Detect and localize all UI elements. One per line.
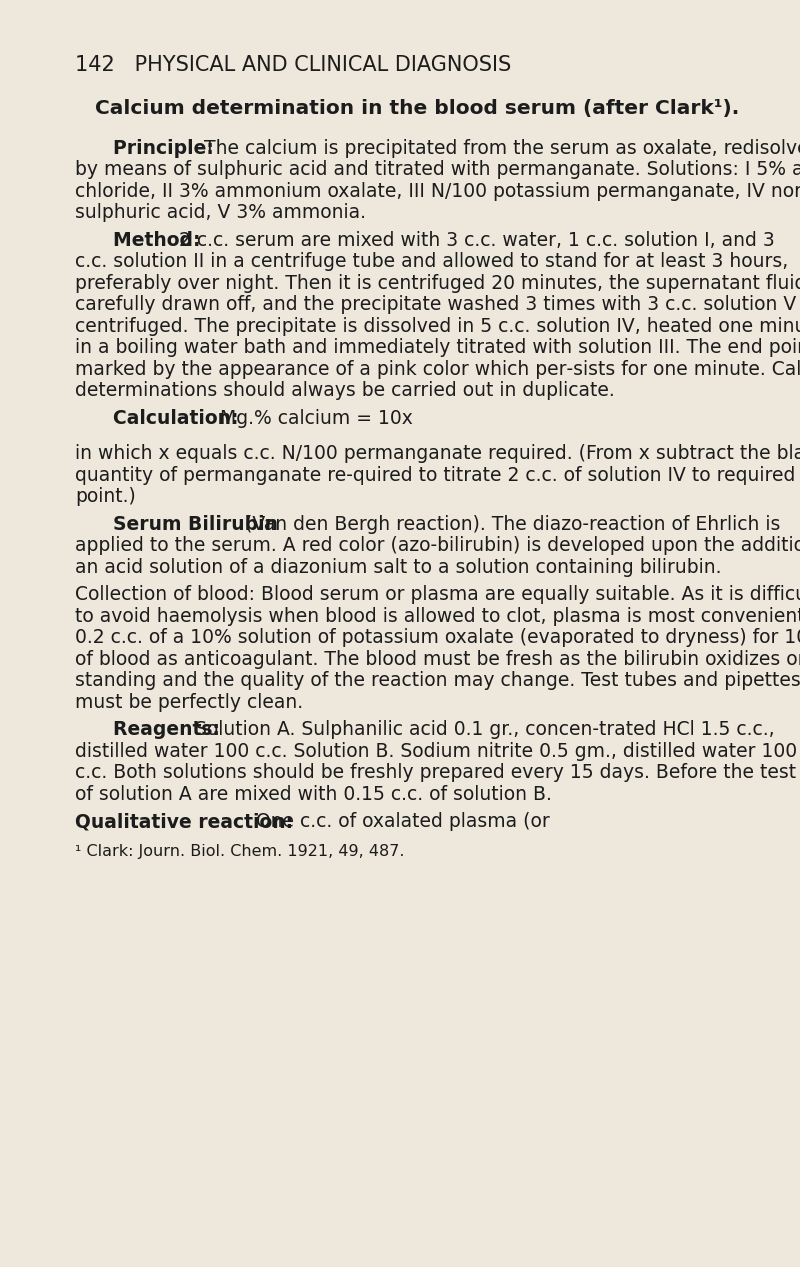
Text: Principle:: Principle: bbox=[113, 139, 220, 158]
Text: Calculation:: Calculation: bbox=[113, 409, 245, 428]
Text: applied to the serum. A red color (azo­bilirubin) is developed upon the addition: applied to the serum. A red color (azo­b… bbox=[75, 536, 800, 555]
Text: to avoid haemolysis when blood is allowed to clot, plasma is most convenient, us: to avoid haemolysis when blood is allowe… bbox=[75, 607, 800, 626]
Text: Collection of blood: Blood serum or plasma are equally suitable. As it is diffic: Collection of blood: Blood serum or plas… bbox=[75, 585, 800, 604]
Text: point.): point.) bbox=[75, 488, 136, 507]
Text: in a boiling water bath and immediately titrated with solution III. The end poin: in a boiling water bath and immediately … bbox=[75, 338, 800, 357]
Text: One c.c. of oxalated plasma (or: One c.c. of oxalated plasma (or bbox=[256, 812, 550, 831]
Text: distilled water 100 c.c. Solution B. Sodium nitrite 0.5 gm., distilled water 100: distilled water 100 c.c. Solution B. Sod… bbox=[75, 741, 797, 760]
Text: marked by the appearance of a pink color which per­sists for one minute. Calcium: marked by the appearance of a pink color… bbox=[75, 360, 800, 379]
Text: carefully drawn off, and the precipitate washed 3 times with 3 c.c. solution V a: carefully drawn off, and the precipitate… bbox=[75, 295, 800, 314]
Text: chloride, II 3% ammonium oxalate, III N/100 potassium permanganate, IV normal: chloride, II 3% ammonium oxalate, III N/… bbox=[75, 181, 800, 200]
Text: 142   PHYSICAL AND CLINICAL DIAGNOSIS: 142 PHYSICAL AND CLINICAL DIAGNOSIS bbox=[75, 54, 511, 75]
Text: must be perfectly clean.: must be perfectly clean. bbox=[75, 693, 303, 712]
Text: Mg.% calcium = 10x: Mg.% calcium = 10x bbox=[220, 409, 413, 428]
Text: standing and the quality of the reaction may change. Test tubes and pipettes use: standing and the quality of the reaction… bbox=[75, 672, 800, 691]
Text: Serum Bilirubin: Serum Bilirubin bbox=[113, 514, 285, 533]
Text: by means of sulphuric acid and titrated with permanganate. Solutions: I 5% ammon: by means of sulphuric acid and titrated … bbox=[75, 160, 800, 179]
Text: ¹ Clark: Journ. Biol. Chem. 1921, 49, 487.: ¹ Clark: Journ. Biol. Chem. 1921, 49, 48… bbox=[75, 844, 405, 859]
Text: 0.2 c.c. of a 10% solution of potassium oxalate (evaporated to dryness) for 10 c: 0.2 c.c. of a 10% solution of potassium … bbox=[75, 628, 800, 647]
Text: c.c. Both solutions should be freshly prepared every 15 days. Before the test 5 : c.c. Both solutions should be freshly pr… bbox=[75, 763, 800, 782]
Text: Method:: Method: bbox=[113, 231, 207, 250]
Text: Solution A. Sulphanilic acid 0.1 gr., concen­trated HCl 1.5 c.c.,: Solution A. Sulphanilic acid 0.1 gr., co… bbox=[195, 720, 775, 739]
Text: Reagents:: Reagents: bbox=[113, 720, 226, 739]
Text: preferably over night. Then it is centrifuged 20 minutes, the supernatant fluid : preferably over night. Then it is centri… bbox=[75, 274, 800, 293]
Text: Calcium determination in the blood serum (after Clark¹).: Calcium determination in the blood serum… bbox=[95, 99, 739, 118]
Text: (Van den Bergh reaction). The diazo­reaction of Ehrlich is: (Van den Bergh reaction). The diazo­reac… bbox=[245, 514, 780, 533]
Text: an acid solution of a diazonium salt to a solution containing bilirubin.: an acid solution of a diazonium salt to … bbox=[75, 557, 722, 576]
Text: c.c. solution II in a centrifuge tube and allowed to stand for at least 3 hours,: c.c. solution II in a centrifuge tube an… bbox=[75, 252, 788, 271]
Text: of solution A are mixed with 0.15 c.c. of solution B.: of solution A are mixed with 0.15 c.c. o… bbox=[75, 784, 552, 803]
Text: Qualitative reaction:: Qualitative reaction: bbox=[75, 812, 300, 831]
Text: in which x equals c.c. N/100 permanganate required. (From x subtract the blank—t: in which x equals c.c. N/100 permanganat… bbox=[75, 445, 800, 464]
Text: determinations should always be carried out in duplicate.: determinations should always be carried … bbox=[75, 381, 614, 400]
Text: centrifuged. The precipitate is dissolved in 5 c.c. solution IV, heated one minu: centrifuged. The precipitate is dissolve… bbox=[75, 317, 800, 336]
Text: 2 c.c. serum are mixed with 3 c.c. water, 1 c.c. solution I, and 3: 2 c.c. serum are mixed with 3 c.c. water… bbox=[179, 231, 774, 250]
Text: sulphuric acid, V 3% ammonia.: sulphuric acid, V 3% ammonia. bbox=[75, 203, 366, 222]
Text: The calcium is precipitated from the serum as oxalate, redisolved: The calcium is precipitated from the ser… bbox=[204, 139, 800, 158]
Text: of blood as anticoagulant. The blood must be fresh as the bilirubin oxidizes on: of blood as anticoagulant. The blood mus… bbox=[75, 650, 800, 669]
Text: quantity of permanganate re­quired to titrate 2 c.c. of solution IV to required : quantity of permanganate re­quired to ti… bbox=[75, 466, 800, 485]
